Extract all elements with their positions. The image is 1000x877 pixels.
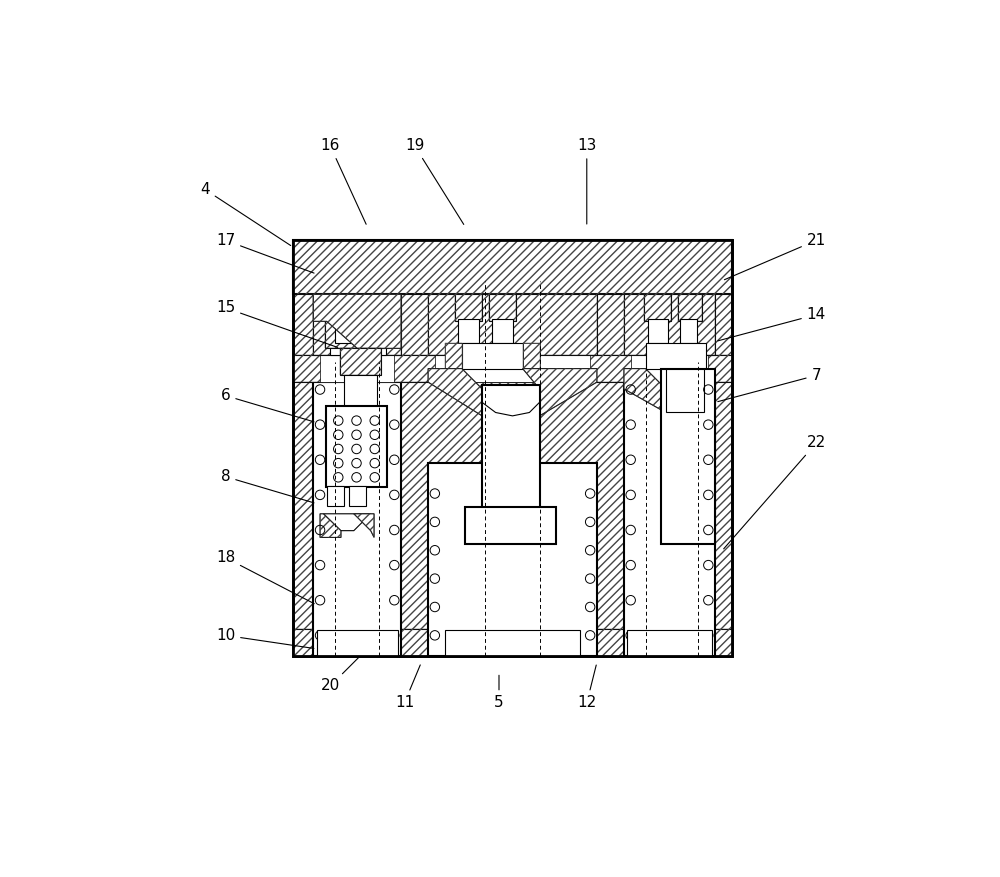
Bar xyxy=(678,295,702,321)
Bar xyxy=(445,343,462,368)
Bar xyxy=(489,295,516,321)
Text: 7: 7 xyxy=(718,367,821,402)
Bar xyxy=(624,295,715,355)
Text: 18: 18 xyxy=(216,550,314,603)
Text: 6: 6 xyxy=(221,389,314,422)
Bar xyxy=(317,630,398,656)
Polygon shape xyxy=(523,368,597,416)
Text: 10: 10 xyxy=(216,628,314,648)
Polygon shape xyxy=(354,514,374,538)
Bar xyxy=(445,343,462,368)
Bar xyxy=(523,343,540,368)
Text: 22: 22 xyxy=(724,435,826,549)
Bar xyxy=(293,355,732,382)
Bar xyxy=(293,629,732,656)
Bar xyxy=(293,240,732,295)
Bar xyxy=(627,630,712,656)
Bar xyxy=(631,355,708,382)
Text: 5: 5 xyxy=(494,675,504,710)
Polygon shape xyxy=(320,514,341,538)
Text: 17: 17 xyxy=(216,232,314,273)
Bar xyxy=(349,416,372,430)
Bar xyxy=(624,362,715,656)
Polygon shape xyxy=(313,295,401,348)
Bar xyxy=(313,362,401,656)
Polygon shape xyxy=(624,368,666,412)
Bar xyxy=(678,295,702,321)
Text: 19: 19 xyxy=(405,139,464,225)
Bar xyxy=(428,295,597,355)
Bar xyxy=(344,375,377,419)
Bar xyxy=(313,295,401,355)
Bar xyxy=(325,295,389,348)
Bar xyxy=(680,319,697,343)
Text: 4: 4 xyxy=(200,182,291,246)
Bar xyxy=(666,368,704,412)
Bar xyxy=(349,486,366,506)
Bar xyxy=(428,295,597,355)
Text: 14: 14 xyxy=(718,307,826,341)
Text: 8: 8 xyxy=(221,469,314,503)
Text: 13: 13 xyxy=(577,139,596,224)
Bar xyxy=(335,295,379,343)
Bar xyxy=(313,295,401,355)
Bar xyxy=(293,240,732,656)
Bar xyxy=(320,355,394,382)
Bar xyxy=(492,319,512,343)
Bar xyxy=(340,348,381,375)
Bar xyxy=(293,240,732,656)
Bar xyxy=(462,343,523,368)
Text: 12: 12 xyxy=(577,665,596,710)
Bar xyxy=(293,240,732,656)
Bar xyxy=(482,386,540,510)
Bar xyxy=(435,355,590,382)
Text: 20: 20 xyxy=(321,658,359,694)
Bar xyxy=(293,240,732,295)
Bar xyxy=(648,319,668,343)
Bar xyxy=(293,355,732,382)
Text: 15: 15 xyxy=(216,300,338,347)
Bar xyxy=(465,507,556,544)
Bar xyxy=(445,630,580,656)
Bar xyxy=(458,319,479,343)
Text: 21: 21 xyxy=(724,232,826,280)
Bar xyxy=(327,486,344,506)
Polygon shape xyxy=(323,514,371,531)
Bar xyxy=(489,295,516,321)
Bar xyxy=(646,343,706,368)
Bar xyxy=(428,463,597,656)
Bar xyxy=(330,295,386,355)
Polygon shape xyxy=(428,368,482,416)
Polygon shape xyxy=(697,368,715,412)
Bar xyxy=(455,295,482,321)
Bar xyxy=(644,295,671,321)
Bar xyxy=(523,343,540,368)
Bar xyxy=(455,295,482,321)
Bar xyxy=(340,348,381,375)
Bar xyxy=(661,368,715,544)
Bar xyxy=(624,295,715,355)
Text: 11: 11 xyxy=(395,665,420,710)
Bar xyxy=(293,629,732,656)
Text: 16: 16 xyxy=(320,139,366,225)
Bar xyxy=(326,406,387,487)
Bar xyxy=(325,295,389,348)
Bar xyxy=(644,295,671,321)
